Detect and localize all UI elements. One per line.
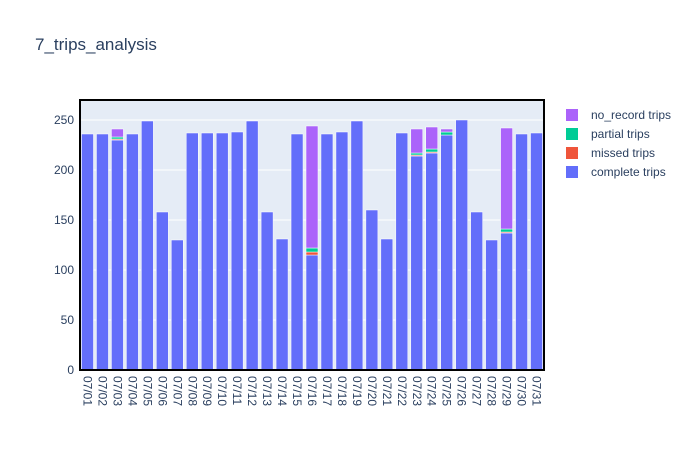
- bar-complete-trips: [156, 211, 169, 371]
- bar-complete-trips: [500, 232, 513, 371]
- bar-complete-trips: [81, 133, 94, 371]
- x-tick-label: 07/05: [140, 376, 154, 406]
- bar-complete-trips: [215, 132, 229, 371]
- legend-swatch: [566, 109, 578, 121]
- x-tick-label: 07/09: [200, 376, 214, 406]
- bar-complete-trips: [515, 133, 528, 371]
- bar-complete-trips: [530, 132, 543, 371]
- x-axis-ticks: 07/01 07/02 07/03 07/04 07/05 07/06 07/07 07/08…: [80, 376, 543, 406]
- y-tick-label: 50: [61, 313, 75, 327]
- bar-missed-trips: [305, 251, 319, 256]
- x-tick-label: 07/04: [125, 376, 139, 406]
- bar-complete-trips: [305, 254, 319, 371]
- chart-title: 7_trips_analysis: [35, 35, 157, 54]
- bar-complete-trips: [335, 131, 349, 371]
- bar-complete-trips: [230, 131, 244, 371]
- x-tick-label: 07/19: [350, 376, 364, 406]
- x-tick-label: 07/27: [470, 376, 484, 406]
- bar-complete-trips: [365, 209, 379, 371]
- bar-complete-trips: [395, 132, 409, 371]
- x-tick-label: 07/10: [215, 376, 229, 406]
- bar-complete-trips: [485, 239, 498, 371]
- y-tick-label: 200: [54, 163, 74, 177]
- x-tick-label: 07/29: [500, 376, 514, 406]
- bar-complete-trips: [410, 155, 424, 371]
- bar-complete-trips: [186, 132, 199, 371]
- x-tick-label: 07/17: [320, 376, 334, 406]
- legend-swatch: [566, 128, 578, 140]
- bar-no-record-trips: [500, 127, 513, 230]
- bar-partial-trips: [305, 247, 319, 253]
- bar-partial-trips: [410, 152, 424, 156]
- bar-complete-trips: [320, 133, 334, 371]
- x-tick-label: 07/01: [80, 376, 94, 406]
- bar-no-record-trips: [440, 128, 453, 133]
- x-tick-label: 07/26: [455, 376, 469, 406]
- bar-complete-trips: [425, 152, 438, 371]
- bar-complete-trips: [141, 120, 154, 371]
- bar-complete-trips: [111, 139, 124, 371]
- bar-complete-trips: [126, 133, 139, 371]
- bar-no-record-trips: [305, 125, 319, 249]
- bar-complete-trips: [380, 238, 394, 371]
- x-tick-label: 07/02: [95, 376, 109, 406]
- plot-border: [79, 99, 545, 371]
- x-tick-label: 07/13: [260, 376, 274, 406]
- x-tick-label: 07/03: [110, 376, 124, 406]
- bar-partial-trips: [425, 148, 438, 153]
- x-tick-label: 07/20: [365, 376, 379, 406]
- bar-complete-trips: [440, 134, 453, 371]
- x-tick-label: 07/11: [230, 376, 244, 405]
- bar-partial-trips: [440, 131, 453, 136]
- bar-partial-trips: [111, 136, 124, 140]
- bar-complete-trips: [455, 119, 468, 371]
- bar-complete-trips: [96, 133, 109, 371]
- x-tick-label: 07/31: [530, 376, 544, 406]
- bar-complete-trips: [470, 211, 483, 371]
- x-tick-label: 07/24: [425, 376, 439, 406]
- bar-complete-trips: [260, 211, 274, 371]
- x-tick-label: 07/23: [410, 376, 424, 406]
- legend-item-label: complete trips: [591, 165, 666, 179]
- bar-partial-trips: [500, 228, 513, 233]
- bar-no-record-trips: [425, 126, 438, 150]
- legend-swatch: [566, 166, 578, 178]
- x-tick-label: 07/14: [275, 376, 289, 406]
- y-tick-label: 250: [54, 113, 74, 127]
- bar-no-record-trips: [410, 128, 424, 154]
- y-tick-label: 0: [67, 363, 74, 377]
- x-tick-label: 07/18: [335, 376, 349, 406]
- legend-swatch: [566, 147, 578, 159]
- legend-item-label: missed trips: [591, 146, 655, 160]
- y-tick-label: 100: [54, 263, 74, 277]
- bar-complete-trips: [290, 133, 304, 371]
- x-tick-label: 07/15: [290, 376, 304, 406]
- x-tick-label: 07/12: [245, 376, 259, 406]
- x-tick-label: 07/30: [515, 376, 529, 406]
- bar-complete-trips: [245, 120, 259, 371]
- legend-item-label: partial trips: [591, 127, 650, 141]
- x-tick-label: 07/07: [170, 376, 184, 406]
- x-tick-label: 07/22: [395, 376, 409, 406]
- x-tick-label: 07/08: [185, 376, 199, 406]
- x-tick-label: 07/25: [440, 376, 454, 406]
- x-tick-label: 07/21: [380, 376, 394, 406]
- x-tick-label: 07/16: [305, 376, 319, 406]
- legend-item-label: no_record trips: [591, 108, 671, 122]
- x-tick-label: 07/28: [485, 376, 499, 406]
- bar-no-record-trips: [111, 128, 124, 138]
- bar-complete-trips: [275, 238, 289, 371]
- bar-complete-trips: [350, 120, 364, 371]
- x-tick-label: 07/06: [155, 376, 169, 406]
- bar-complete-trips: [171, 239, 184, 371]
- bar-complete-trips: [200, 132, 214, 371]
- y-tick-label: 150: [54, 213, 74, 227]
- legend[interactable]: no_record trips partial trips missed trips…: [566, 108, 671, 179]
- y-axis-ticks: 0 50 100 150 200 250: [54, 113, 74, 377]
